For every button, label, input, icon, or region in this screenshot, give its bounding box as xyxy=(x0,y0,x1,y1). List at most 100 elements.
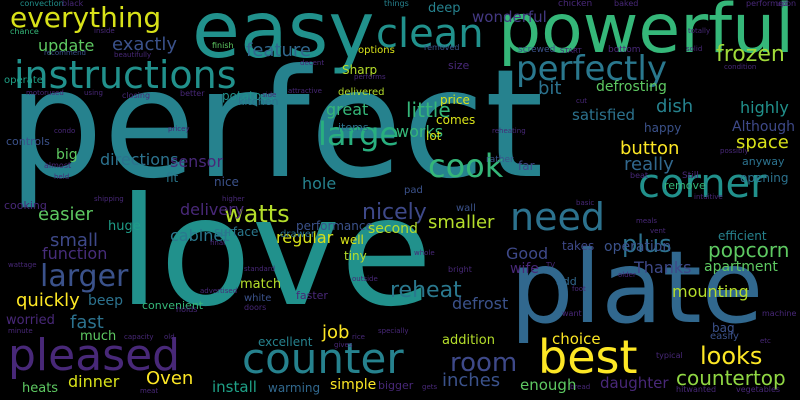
word: performs xyxy=(354,73,386,81)
word: much xyxy=(80,329,117,344)
word: attractive xyxy=(288,87,322,95)
word: beat xyxy=(630,171,649,180)
word: delivered xyxy=(338,87,385,98)
word: recommend xyxy=(44,49,86,57)
word: Oven xyxy=(146,368,194,389)
word: higher xyxy=(222,195,245,203)
word: bit xyxy=(538,78,562,99)
word: machine xyxy=(762,309,797,318)
word: watts xyxy=(224,200,290,228)
word: satisfied xyxy=(572,106,636,124)
word: decent xyxy=(300,59,325,67)
word: upon xyxy=(776,0,797,8)
word: regular xyxy=(276,228,334,247)
word: wall xyxy=(456,203,476,214)
word: reheat xyxy=(390,278,462,303)
word: delivery xyxy=(180,200,245,219)
word: kitchen xyxy=(238,95,279,108)
word: potatoes xyxy=(222,89,275,103)
word: advertised xyxy=(200,287,238,295)
word: larger xyxy=(40,259,129,294)
word: bottom xyxy=(608,45,641,55)
word: remove xyxy=(664,179,706,192)
word: shipping xyxy=(94,195,124,203)
word: love xyxy=(118,166,433,340)
word: update xyxy=(38,36,95,55)
word: convenient xyxy=(142,299,204,312)
word: install xyxy=(212,378,257,396)
word: dish xyxy=(656,96,694,117)
word: sensor xyxy=(170,152,224,171)
word: doors xyxy=(244,303,267,312)
word: foot xyxy=(572,285,586,293)
word: beautifully xyxy=(114,51,152,59)
word: nice xyxy=(214,175,239,189)
word: vegetables xyxy=(736,385,781,394)
word: removed xyxy=(424,43,460,52)
word: defrosting xyxy=(596,79,667,95)
word: exactly xyxy=(112,34,178,55)
word: counter xyxy=(242,334,404,383)
word: bigger xyxy=(378,379,414,392)
word: cooking xyxy=(4,199,47,212)
word: vent xyxy=(650,227,666,235)
word: specially xyxy=(378,327,409,335)
word: typical xyxy=(656,351,683,360)
word: hole xyxy=(302,174,337,193)
word: powerful xyxy=(498,0,795,69)
word: chicken xyxy=(558,0,593,9)
word: Sharp xyxy=(342,63,378,77)
word: comes xyxy=(436,113,476,127)
word: inches xyxy=(442,370,501,391)
word: meals xyxy=(636,217,658,225)
word: fast xyxy=(70,312,104,333)
word: bright xyxy=(448,265,472,274)
word: Still xyxy=(682,171,699,181)
word: fit xyxy=(166,171,179,185)
word: hitwanted xyxy=(676,385,717,394)
word: tiny xyxy=(344,249,367,263)
word: minute xyxy=(8,327,33,335)
word: big xyxy=(56,147,78,163)
word: cabinet xyxy=(170,226,230,245)
word: bread xyxy=(570,383,591,391)
word: performed xyxy=(746,0,788,8)
word: basic xyxy=(576,199,595,207)
word: inside xyxy=(94,27,115,35)
word: operation xyxy=(604,239,672,255)
word: simple xyxy=(330,377,377,393)
word: cook xyxy=(428,147,504,185)
word: space xyxy=(736,132,789,153)
word: efficient xyxy=(718,229,767,243)
word: holds xyxy=(176,305,198,314)
word: etc xyxy=(760,337,771,345)
word: rice xyxy=(352,333,365,341)
word: anyway xyxy=(742,155,785,168)
word: meat xyxy=(140,387,159,395)
word: outside xyxy=(352,275,378,283)
word: excellent xyxy=(258,335,313,349)
word: instructions xyxy=(14,53,237,97)
word: closing xyxy=(122,91,151,100)
word: large xyxy=(318,115,400,153)
word: dinner xyxy=(68,372,120,391)
word: screwed xyxy=(518,45,556,55)
word: capacity xyxy=(124,333,154,341)
word: Thanks xyxy=(634,258,692,277)
word: whole xyxy=(414,249,435,257)
word: popcorn xyxy=(708,238,790,262)
word: daughter xyxy=(600,374,669,392)
word: convection xyxy=(20,0,64,8)
word: standard xyxy=(244,265,276,273)
word: wattage xyxy=(8,261,37,269)
word: Although xyxy=(732,119,796,135)
word: easy xyxy=(192,0,375,76)
word: nicely xyxy=(362,200,427,225)
word: bag xyxy=(712,321,735,335)
word: controls xyxy=(6,135,50,148)
word: small xyxy=(50,230,98,251)
word: easier xyxy=(38,204,93,225)
word: need xyxy=(510,195,605,239)
word: job xyxy=(322,322,350,343)
